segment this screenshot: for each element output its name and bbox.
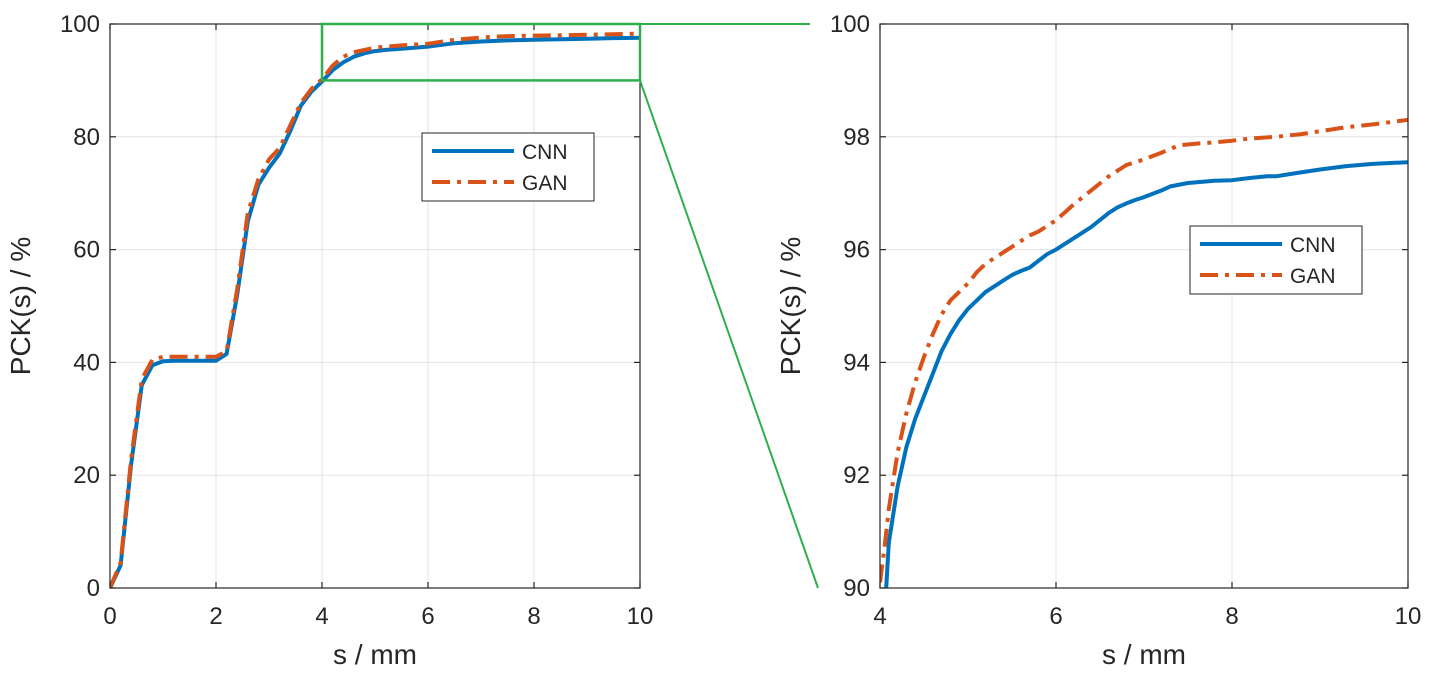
right-chart-panel: 4 6 8 10 90 92 94 96 98 100 s / mm PCK(s) / % CNN… xyxy=(775,11,1421,670)
left-legend: CNN GAN xyxy=(421,132,595,202)
right-y-tick-label-100: 100 xyxy=(830,11,870,38)
right-y-tick-label-92: 92 xyxy=(843,462,870,489)
right-y-tick-label-96: 96 xyxy=(843,237,870,264)
left-x-tick-label-6: 6 xyxy=(421,603,434,630)
left-y-tick-label-60: 60 xyxy=(73,237,100,264)
left-series-lines xyxy=(110,31,640,588)
left-y-tick-label-100: 100 xyxy=(60,11,100,38)
right-y-tick-label-90: 90 xyxy=(843,575,870,602)
right-legend-gan-label: GAN xyxy=(1290,265,1336,288)
left-y-axis-label: PCK(s) / % xyxy=(5,237,36,375)
right-legend: CNN GAN xyxy=(1189,225,1363,295)
right-axes-box xyxy=(879,23,1409,589)
left-x-tick-label-2: 2 xyxy=(209,603,222,630)
right-y-tick-label-98: 98 xyxy=(843,124,870,151)
left-legend-box xyxy=(421,132,595,202)
right-series-gan-line xyxy=(880,117,1408,583)
right-x-tick-label-8: 8 xyxy=(1225,603,1238,630)
right-x-tick-label-10: 10 xyxy=(1395,603,1422,630)
right-legend-box xyxy=(1189,225,1363,295)
right-legend-cnn-label: CNN xyxy=(1290,234,1336,257)
zoom-box xyxy=(320,22,642,82)
zoom-annotation xyxy=(320,22,819,589)
left-y-tick-label-20: 20 xyxy=(73,462,100,489)
left-legend-cnn-label: CNN xyxy=(522,141,568,164)
left-y-tick-label-80: 80 xyxy=(73,124,100,151)
left-y-tick-label-0: 0 xyxy=(87,575,100,602)
left-x-tick-label-8: 8 xyxy=(527,603,540,630)
right-y-axis-label: PCK(s) / % xyxy=(775,237,806,375)
right-x-tick-label-4: 4 xyxy=(873,603,886,630)
left-x-tick-label-4: 4 xyxy=(315,603,328,630)
right-x-tick-label-6: 6 xyxy=(1049,603,1062,630)
left-y-tick-label-40: 40 xyxy=(73,349,100,376)
left-legend-gan-label: GAN xyxy=(522,172,568,195)
right-series-cnn-line xyxy=(884,160,1408,588)
left-x-axis-label: s / mm xyxy=(333,639,417,670)
left-series-gan-line xyxy=(110,31,640,588)
left-x-tick-label-10: 10 xyxy=(627,603,654,630)
right-y-tick-label-94: 94 xyxy=(843,349,870,376)
right-series-lines xyxy=(880,117,1408,588)
left-x-tick-label-0: 0 xyxy=(103,603,116,630)
right-x-axis-label: s / mm xyxy=(1102,639,1186,670)
right-tick-labels: 4 6 8 10 90 92 94 96 98 100 xyxy=(830,11,1421,630)
right-axes xyxy=(879,23,1409,589)
zoom-connector-bottom xyxy=(639,80,819,589)
